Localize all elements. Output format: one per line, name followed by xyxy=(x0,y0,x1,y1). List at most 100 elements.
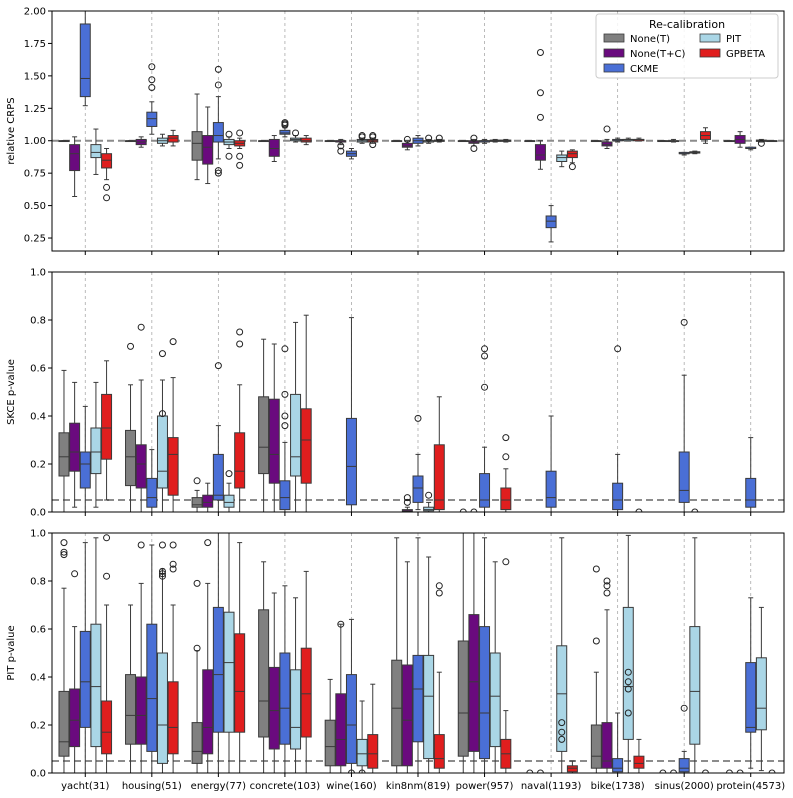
outlier xyxy=(236,152,244,160)
box-protein(4573)-GPBETA xyxy=(766,769,778,773)
outlier xyxy=(558,728,566,736)
box-concrete(103)-GPBETA xyxy=(300,570,312,773)
box-body xyxy=(423,506,435,512)
outlier xyxy=(337,147,345,155)
panels: 0.25 0.50 0.75 1.00 1.25 1.50 1.75 2.00 relative… xyxy=(6,7,785,793)
box-wine(160)-CKME xyxy=(345,317,357,512)
box-bike(1738)-None(T+C) xyxy=(601,125,613,150)
box-yacht(31)-PIT xyxy=(90,537,102,773)
box-power(957)-None(T) xyxy=(457,508,469,512)
box-body xyxy=(58,690,70,757)
box-body xyxy=(590,724,602,769)
box-naval(1193)-PIT xyxy=(556,537,568,773)
outlier xyxy=(158,572,166,580)
box-body xyxy=(745,477,757,508)
outlier xyxy=(292,129,300,137)
outlier xyxy=(358,769,366,773)
outlier xyxy=(768,769,776,773)
box-yacht(31)-PIT xyxy=(90,128,102,175)
box-bike(1738)-None(T) xyxy=(590,565,602,773)
box-energy(77)-GPBETA xyxy=(234,328,246,512)
box-body xyxy=(69,422,81,472)
box-sinus(2000)-GPBETA xyxy=(699,127,711,144)
outlier xyxy=(502,434,510,442)
box-wine(160)-None(T) xyxy=(324,140,336,143)
box-housing(51)-PIT xyxy=(156,350,168,512)
outlier xyxy=(158,541,166,549)
box-concrete(103)-CKME xyxy=(279,345,291,512)
box-body xyxy=(167,437,179,496)
box-energy(77)-None(T) xyxy=(191,93,203,181)
box-body xyxy=(212,453,224,501)
box-naval(1193)-None(T) xyxy=(524,769,536,773)
box-body xyxy=(745,662,757,733)
outlier xyxy=(568,163,576,171)
box-body xyxy=(125,429,137,487)
outlier xyxy=(281,390,289,398)
outlier xyxy=(558,719,566,727)
outlier xyxy=(193,477,201,485)
box-power(957)-None(T+C) xyxy=(468,508,480,512)
box-body xyxy=(90,623,102,748)
box-yacht(31)-CKME xyxy=(79,405,91,512)
box-wine(160)-None(T+C) xyxy=(335,138,347,155)
box-concrete(103)-None(T) xyxy=(258,338,270,512)
y-tick-label: 0.2 xyxy=(30,721,46,732)
box-body xyxy=(212,606,224,733)
outlier xyxy=(169,560,177,568)
box-energy(77)-None(T+C) xyxy=(202,539,214,773)
box-bike(1738)-GPBETA xyxy=(633,508,645,512)
outlier xyxy=(148,84,156,92)
box-housing(51)-None(T) xyxy=(125,140,137,143)
y-tick-label: 0.25 xyxy=(24,234,46,245)
box-sinus(2000)-None(T) xyxy=(657,140,669,143)
box-housing(51)-CKME xyxy=(146,63,158,135)
box-protein(4573)-None(T) xyxy=(723,140,735,143)
box-body xyxy=(223,494,235,508)
box-body xyxy=(202,669,214,755)
box-kin8nm(819)-CKME xyxy=(412,537,424,773)
box-power(957)-None(T+C) xyxy=(468,134,480,153)
box-housing(51)-None(T+C) xyxy=(135,136,147,148)
legend-label: PIT xyxy=(726,34,742,45)
box-yacht(31)-CKME xyxy=(79,10,91,107)
box-body xyxy=(566,765,578,773)
box-bike(1738)-GPBETA xyxy=(633,137,645,142)
outlier xyxy=(214,169,222,177)
legend-entry-CKME: CKME xyxy=(603,63,659,75)
box-wine(160)-GPBETA xyxy=(367,132,379,149)
box-sinus(2000)-PIT xyxy=(689,537,701,773)
outlier xyxy=(148,63,156,71)
outlier xyxy=(403,135,411,143)
box-body xyxy=(300,137,312,143)
outlier xyxy=(204,539,212,547)
outlier xyxy=(592,565,600,573)
outlier xyxy=(736,769,744,773)
outlier xyxy=(592,637,600,645)
outlier xyxy=(558,735,566,743)
box-body xyxy=(678,451,690,503)
box-yacht(31)-None(T) xyxy=(58,140,70,143)
box-protein(4573)-PIT xyxy=(755,138,767,147)
outlier xyxy=(337,142,345,150)
box-body xyxy=(101,393,113,460)
box-housing(51)-None(T) xyxy=(125,342,137,512)
outlier xyxy=(635,508,643,512)
legend-frame xyxy=(595,13,779,79)
box-body xyxy=(146,477,158,508)
legend-entry-None(T+C): None(T+C) xyxy=(603,48,685,60)
box-bike(1738)-PIT xyxy=(622,534,634,773)
box-body xyxy=(69,688,81,748)
box-protein(4573)-None(T+C) xyxy=(734,131,746,148)
box-body xyxy=(335,693,347,767)
box-body xyxy=(279,480,291,511)
box-body xyxy=(356,738,368,767)
outlier xyxy=(603,577,611,585)
x-tick-label: kin8nm(819) xyxy=(386,781,450,792)
outlier xyxy=(169,541,177,549)
box-kin8nm(819)-CKME xyxy=(412,414,424,511)
box-kin8nm(819)-PIT xyxy=(423,556,435,773)
box-power(957)-CKME xyxy=(479,345,491,512)
box-body xyxy=(601,141,613,147)
box-body xyxy=(433,444,445,511)
